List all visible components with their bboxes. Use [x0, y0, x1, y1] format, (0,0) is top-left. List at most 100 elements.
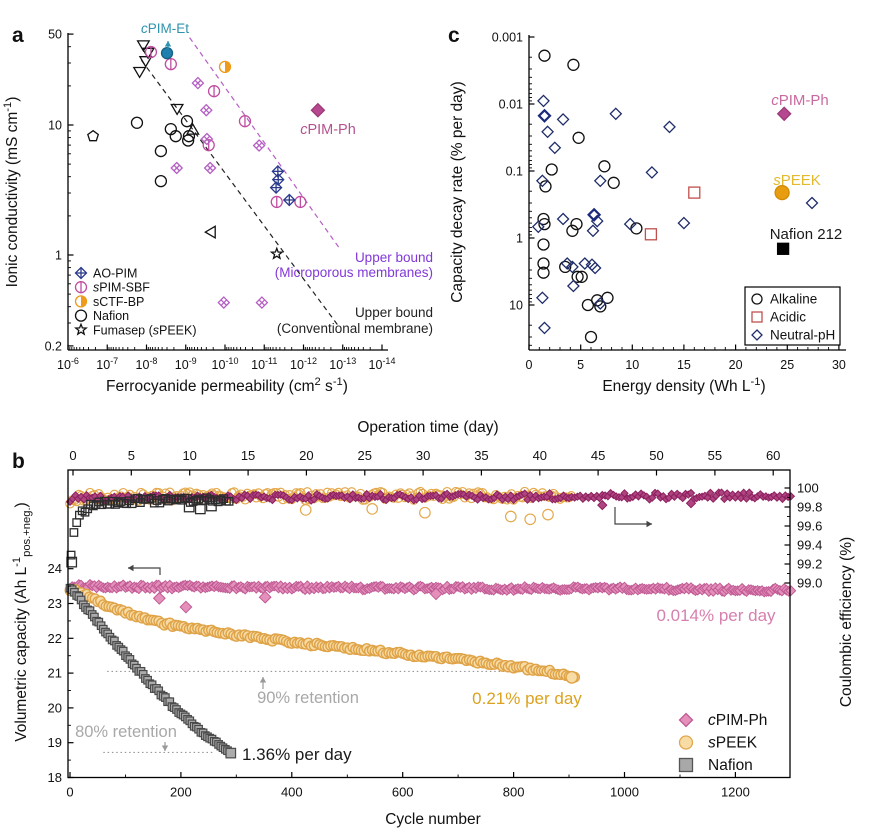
- svg-text:10-7: 10-7: [96, 356, 118, 372]
- svg-text:35: 35: [474, 448, 488, 463]
- svg-text:10-9: 10-9: [175, 356, 197, 372]
- axis-titles: Operation time (day) Cycle number Volumetr…: [11, 419, 855, 828]
- svg-text:0.1: 0.1: [506, 165, 523, 179]
- svg-text:10-11: 10-11: [251, 356, 277, 372]
- svg-text:1: 1: [55, 249, 62, 263]
- svg-text:99.0: 99.0: [797, 576, 822, 591]
- series-Alkaline: [537, 49, 643, 344]
- svg-text:19: 19: [48, 735, 62, 750]
- svg-text:45: 45: [591, 448, 605, 463]
- svg-text:Nafion: Nafion: [708, 757, 753, 774]
- svg-text:10: 10: [625, 358, 639, 372]
- axis-titles: Ferrocyanide permeability (cm2 s-1) Ionic…: [2, 97, 348, 395]
- svg-text:1: 1: [516, 232, 523, 246]
- svg-text:sPEEK: sPEEK: [773, 172, 821, 189]
- svg-text:80% retention: 80% retention: [75, 723, 177, 741]
- svg-text:Ferrocyanide permeability (cm2: Ferrocyanide permeability (cm2 s-1): [106, 376, 348, 395]
- series-AO-PIM: [269, 164, 296, 207]
- svg-text:1000: 1000: [610, 785, 639, 800]
- svg-text:5: 5: [128, 448, 135, 463]
- series-Acidic: [644, 186, 701, 241]
- svg-text:10-14: 10-14: [369, 356, 396, 372]
- legend: Alkaline Acidic Neutral-pH: [744, 286, 841, 346]
- svg-text:Nafion: Nafion: [93, 309, 129, 323]
- svg-text:40: 40: [533, 448, 547, 463]
- svg-text:Alkaline: Alkaline: [770, 292, 817, 307]
- svg-text:Volumetric capacity (Ah L-1pos: Volumetric capacity (Ah L-1pos.+neg.): [11, 502, 33, 741]
- svg-text:5: 5: [577, 358, 584, 372]
- series-sCTF-BP: [218, 60, 232, 74]
- panel-a-label: a: [12, 24, 24, 47]
- svg-text:20: 20: [48, 700, 62, 715]
- svg-text:55: 55: [708, 448, 722, 463]
- svg-text:0.2: 0.2: [45, 339, 62, 353]
- svg-text:20: 20: [729, 358, 743, 372]
- svg-text:600: 600: [392, 785, 414, 800]
- svg-text:Ionic conductivity (mS cm-1): Ionic conductivity (mS cm-1): [2, 97, 21, 288]
- svg-text:400: 400: [281, 785, 303, 800]
- series-cPIM-Ph: [776, 106, 792, 122]
- svg-text:Coulombic efficiency (%): Coulombic efficiency (%): [838, 537, 855, 707]
- svg-text:10: 10: [48, 119, 62, 133]
- svg-text:30: 30: [416, 448, 430, 463]
- svg-text:60: 60: [766, 448, 780, 463]
- svg-text:sPIM-SBF: sPIM-SBF: [93, 281, 150, 295]
- svg-text:90% retention: 90% retention: [257, 689, 359, 707]
- axes: 0 200 400 600 800 1000 1200 0 5 10 15 20 25 30 35 40 45 5…: [48, 448, 823, 800]
- svg-text:Acidic: Acidic: [770, 310, 806, 325]
- svg-text:Upper bound: Upper bound: [355, 250, 433, 265]
- svg-text:0.001: 0.001: [492, 31, 523, 45]
- svg-text:(Conventional membrane): (Conventional membrane): [277, 321, 433, 336]
- panel-b-label: b: [12, 450, 25, 473]
- svg-text:10-8: 10-8: [136, 356, 158, 372]
- svg-text:Neutral-pH: Neutral-pH: [770, 328, 835, 343]
- svg-text:Energy density (Wh L-1): Energy density (Wh L-1): [602, 376, 765, 395]
- series-other-pentagon: [87, 129, 100, 142]
- svg-text:100: 100: [797, 481, 819, 496]
- svg-text:200: 200: [170, 785, 192, 800]
- series-other-triangle-up: [185, 122, 200, 135]
- svg-text:22: 22: [48, 631, 62, 646]
- svg-text:1.36% per day: 1.36% per day: [242, 745, 352, 764]
- svg-text:21: 21: [48, 666, 62, 681]
- svg-text:0: 0: [526, 358, 533, 372]
- panel-c-label: c: [448, 24, 460, 47]
- svg-text:0.21% per day: 0.21% per day: [472, 689, 582, 708]
- svg-text:10-13: 10-13: [329, 356, 356, 372]
- svg-text:Cycle number: Cycle number: [385, 811, 481, 828]
- svg-text:cPIM-Ph: cPIM-Ph: [708, 712, 767, 729]
- svg-text:AO-PIM: AO-PIM: [93, 267, 137, 281]
- svg-text:50: 50: [649, 448, 663, 463]
- svg-text:23: 23: [48, 596, 62, 611]
- svg-text:sCTF-BP: sCTF-BP: [93, 295, 144, 309]
- annotations: cPIM-Ph sPEEK Nafion 212: [770, 92, 843, 243]
- svg-text:50: 50: [48, 28, 62, 42]
- svg-text:30: 30: [832, 358, 846, 372]
- svg-text:10-12: 10-12: [290, 356, 317, 372]
- upper-bound-lines: [140, 37, 341, 326]
- series-other-triangle-down: [132, 40, 185, 116]
- series-Nafion 212: [776, 242, 790, 255]
- retention-lines: [103, 670, 572, 753]
- series-sPIM-SBF: [144, 45, 307, 209]
- svg-text:Upper bound: Upper bound: [355, 305, 433, 320]
- svg-text:15: 15: [241, 448, 255, 463]
- svg-text:10-10: 10-10: [212, 356, 239, 372]
- svg-text:18: 18: [48, 770, 62, 785]
- series-microporous-PIM-x: [170, 76, 269, 310]
- axes: 0 5 10 15 20 25 30 0.001 0.01 0.1 1 10: [492, 31, 846, 372]
- svg-text:Fumasep (sPEEK): Fumasep (sPEEK): [93, 323, 197, 337]
- axes: 10-6 10-7 10-8 10-9 10-10 10-11 10-12 10-13 10-1…: [45, 28, 396, 372]
- svg-text:0: 0: [69, 448, 76, 463]
- series-Nafion: [130, 115, 196, 188]
- legend: cPIM-Ph sPEEK Nafion: [678, 712, 767, 774]
- series-speek-capacity: [64, 584, 581, 684]
- series-Neutral-pH-bold: [537, 108, 602, 222]
- svg-text:99.8: 99.8: [797, 500, 822, 515]
- svg-text:cPIM-Ph: cPIM-Ph: [300, 122, 356, 138]
- svg-text:0.01: 0.01: [499, 98, 523, 112]
- panel-b-cycling-chart: 0 200 400 600 800 1000 1200 0 5 10 15 20 25 30 35 40 45 5…: [11, 419, 855, 828]
